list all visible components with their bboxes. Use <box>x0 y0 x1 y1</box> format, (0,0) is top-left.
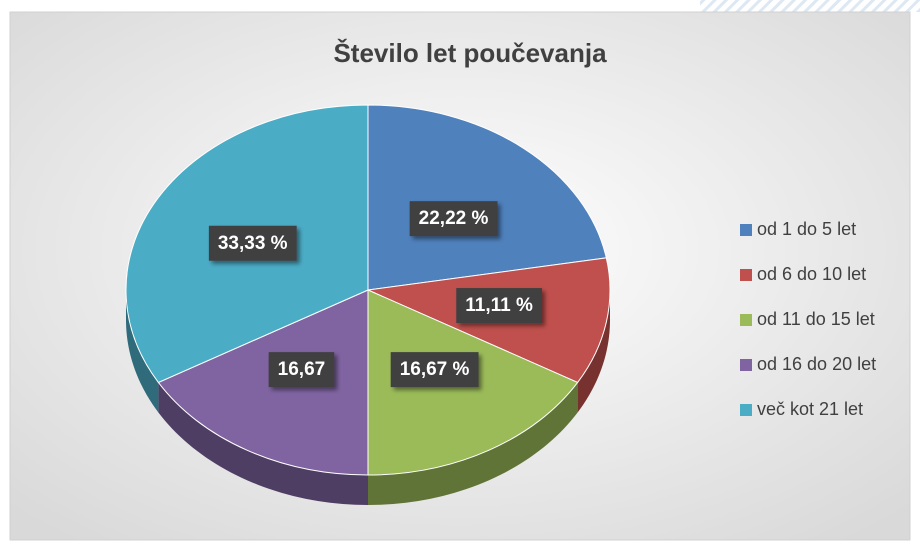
legend-label: od 11 do 15 let <box>757 309 875 329</box>
data-label-box <box>409 201 498 237</box>
slice-side <box>126 290 159 413</box>
data-label-text: 22,22 % <box>419 208 489 229</box>
legend-label: od 16 do 20 let <box>757 354 876 374</box>
data-label-text: 33,33 % <box>218 233 288 254</box>
data-label-box <box>390 352 479 388</box>
slice-side <box>368 382 578 505</box>
slice-side <box>158 382 368 505</box>
data-label: 22,22 % <box>409 201 498 237</box>
legend-label: od 6 do 10 let <box>757 264 866 284</box>
data-label-text: 16,67 <box>278 359 326 380</box>
data-label: 33,33 % <box>208 225 297 261</box>
pie-slice <box>367 104 607 291</box>
data-label: 16,67 % <box>390 352 479 388</box>
data-label-text: 16,67 % <box>400 359 470 380</box>
slice-side <box>577 290 610 413</box>
data-label-box <box>268 352 335 388</box>
data-label: 11,11 % <box>456 288 542 324</box>
decoration <box>700 0 920 12</box>
legend-swatch <box>740 269 752 281</box>
data-label: 16,67 <box>268 352 335 388</box>
data-label-box <box>208 225 297 261</box>
legend-swatch <box>740 314 752 326</box>
data-label-text: 11,11 % <box>465 295 533 316</box>
legend-swatch <box>740 224 752 236</box>
legend-swatch <box>740 404 752 416</box>
legend-label: več kot 21 let <box>757 399 863 419</box>
data-label-box <box>456 288 542 324</box>
pie-slice <box>157 289 369 476</box>
chart-title: Število let poučevanja <box>333 38 607 68</box>
legend-swatch <box>740 359 752 371</box>
legend-label: od 1 do 5 let <box>757 219 856 239</box>
